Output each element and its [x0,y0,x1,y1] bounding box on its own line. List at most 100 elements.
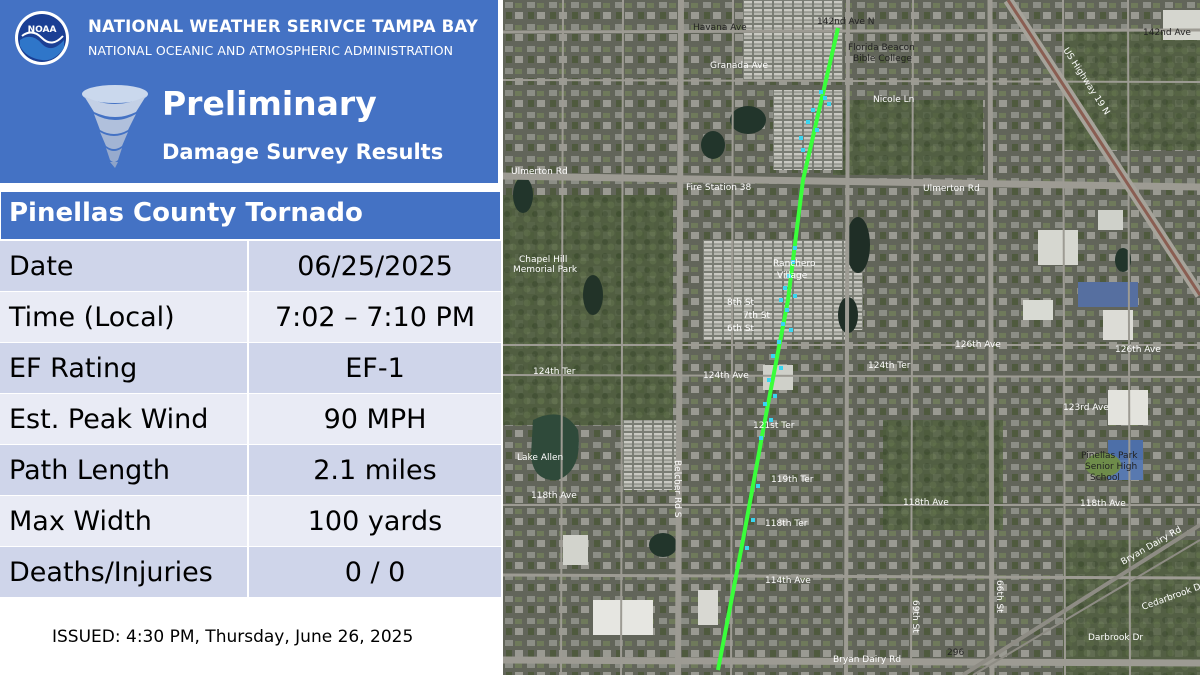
damage-point [745,546,749,550]
label-florida-beacon: Florida Beacon [848,43,915,53]
label-121st-ter: 121st Ter [753,421,795,431]
label-nicole-ln: Nicole Ln [873,95,914,105]
damage-point [789,328,793,332]
label-ranchero: Ranchero [773,259,816,269]
damage-point [815,128,819,132]
row-label: Time (Local) [0,292,249,342]
label-142nd-ave-n: 142nd Ave N [817,17,875,27]
header-banner: NOAA NATIONAL WEATHER SERIVCE TAMPA BAY … [0,0,498,183]
damage-point [785,308,789,312]
label-granada-ave: Granada Ave [710,61,768,71]
label-ulmerton-rd-east: Ulmerton Rd [923,184,980,194]
org-name: NATIONAL WEATHER SERIVCE TAMPA BAY [88,17,478,36]
table-row: Date 06/25/2025 [0,240,501,291]
label-senior-high: Senior High [1085,462,1137,472]
map-canvas: 142nd Ave N Havana Ave 142nd Ave Florida… [503,0,1200,675]
label-124th-ave: 124th Ave [703,371,749,381]
damage-point [827,102,831,106]
label-pinellas-park: Pinellas Park [1081,451,1138,461]
label-chapel-hill: Chapel Hill [519,255,567,265]
label-118th-ter: 118th Ter [765,519,808,529]
survey-table: Pinellas County Tornado Date 06/25/2025 … [0,191,501,597]
row-label: Max Width [0,496,249,546]
damage-point [771,354,775,358]
row-value: 7:02 – 7:10 PM [274,301,476,333]
label-124th-ter: 124th Ter [868,361,911,371]
damage-point [779,298,783,302]
damage-point [793,294,797,298]
row-value: 100 yards [307,505,443,537]
info-panel: NOAA NATIONAL WEATHER SERIVCE TAMPA BAY … [0,0,503,675]
label-8th-st: 8th St [727,298,755,308]
satellite-map[interactable]: 142nd Ave N Havana Ave 142nd Ave Florida… [503,0,1200,675]
tornado-icon [82,85,148,168]
damage-point [751,518,755,522]
row-label: Path Length [0,445,249,495]
table-row: EF Rating EF-1 [0,342,501,393]
noaa-logo: NOAA [15,11,69,65]
damage-point [781,322,785,326]
damage-point [763,402,767,406]
row-label: Date [0,241,249,291]
label-school: School [1090,473,1120,483]
label-6th-st: 6th St [727,324,755,334]
row-label: EF Rating [0,343,249,393]
damage-point [773,394,777,398]
label-114th-ave: 114th Ave [765,576,811,586]
damage-point [791,260,795,264]
row-value: EF-1 [345,352,405,384]
tornado-track [716,27,840,671]
damage-point [799,136,803,140]
damage-point [767,378,771,382]
label-124th-ter-west: 124th Ter [533,367,576,377]
table-row: Max Width 100 yards [0,495,501,546]
label-bible-college: Bible College [853,54,912,64]
label-123rd-ave: 123rd Ave [1063,403,1109,413]
row-value: 90 MPH [323,403,427,435]
label-69th-st: 69th St [910,600,920,633]
label-ulmerton-rd-west: Ulmerton Rd [511,167,568,177]
damage-point [806,120,810,124]
noaa-logo-text: NOAA [28,25,57,35]
table-row: Est. Peak Wind 90 MPH [0,393,501,444]
label-havana-ave: Havana Ave [693,23,747,33]
table-row: Path Length 2.1 miles [0,444,501,495]
damage-point [811,108,815,112]
damage-point [819,90,823,94]
damage-point [756,484,760,488]
label-darbrook-dr: Darbrook Dr [1088,633,1143,643]
label-119th-ter: 119th Ter [771,475,814,485]
damage-point [801,148,805,152]
table-row: Time (Local) 7:02 – 7:10 PM [0,291,501,342]
label-142nd-ave: 142nd Ave [1143,28,1191,38]
label-village: Village [777,271,808,281]
row-value: 0 / 0 [344,556,406,588]
damage-point [779,366,783,370]
damage-point [823,96,827,100]
label-296-shield: 296 [947,648,964,658]
label-126th-ave-east: 126th Ave [1115,345,1161,355]
issued-timestamp: ISSUED: 4:30 PM, Thursday, June 26, 2025 [52,627,414,647]
label-66th-st: 66th St [994,580,1004,613]
damage-point [769,418,773,422]
damage-point [793,246,797,250]
row-value: 06/25/2025 [297,250,453,282]
label-126th-ave: 126th Ave [955,340,1001,350]
label-fire-station: Fire Station 38 [686,183,752,193]
damage-point [783,286,787,290]
table-title: Pinellas County Tornado [0,191,501,240]
label-118th-ave-west: 118th Ave [531,491,577,501]
label-lake-allen: Lake Allen [517,453,563,463]
org-subtitle: NATIONAL OCEANIC AND ATMOSPHERIC ADMINIS… [88,43,454,58]
label-memorial-park: Memorial Park [513,265,578,275]
label-118th-ave-east: 118th Ave [1080,499,1126,509]
table-row: Deaths/Injuries 0 / 0 [0,546,501,597]
row-label: Deaths/Injuries [0,547,249,597]
damage-point [787,274,791,278]
row-label: Est. Peak Wind [0,394,249,444]
title-damage-survey: Damage Survey Results [162,140,444,164]
title-preliminary: Preliminary [162,84,377,123]
label-7th-st: 7th St [743,311,771,321]
tornado-track-line [716,27,840,671]
label-bryan-dairy-rd: Bryan Dairy Rd [833,655,901,665]
